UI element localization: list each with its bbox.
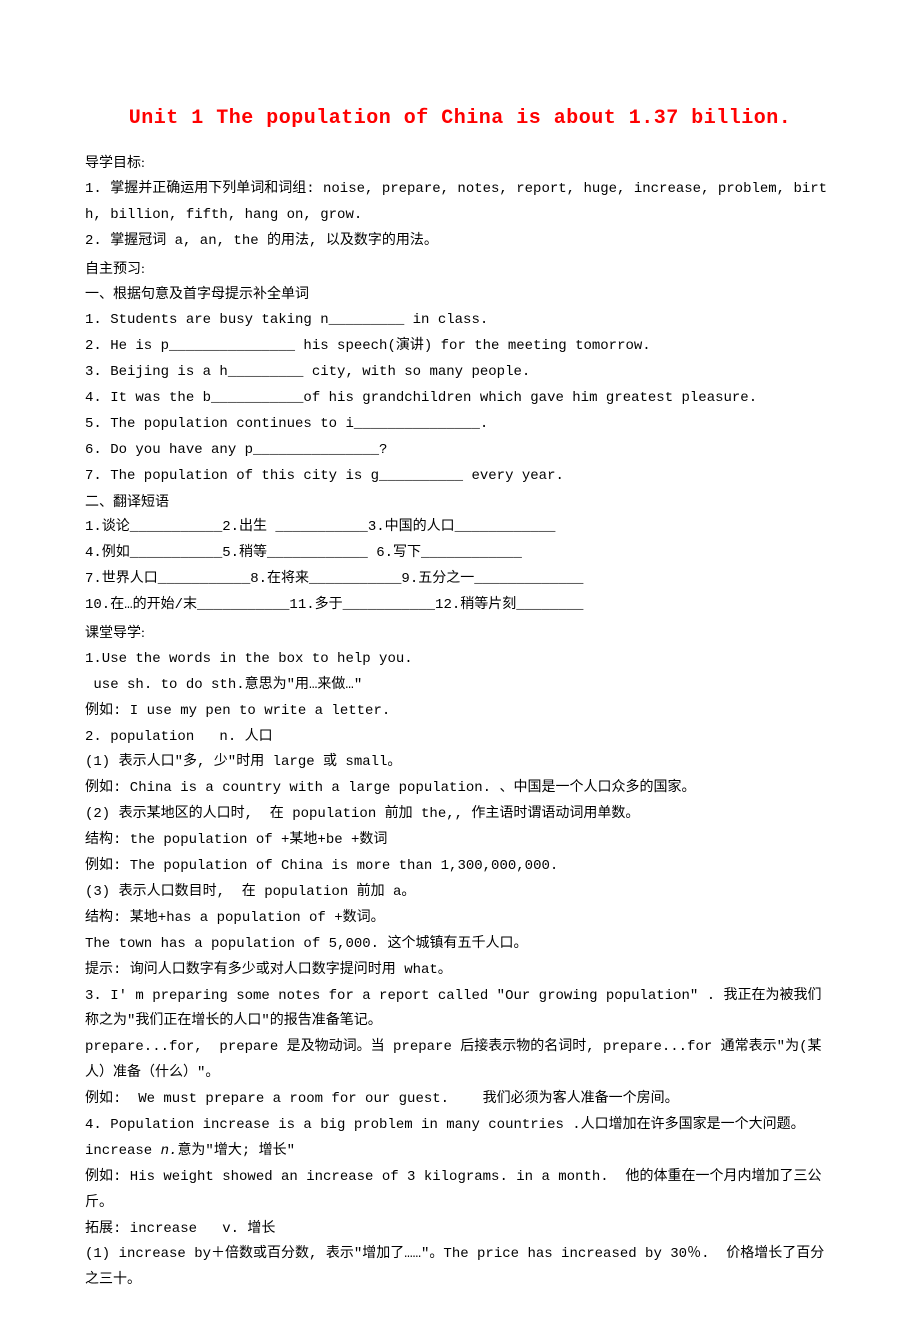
- exercise2-heading: 二、翻译短语: [85, 490, 835, 516]
- guide-2d: (2) 表示某地区的人口时, 在 population 前加 the,, 作主语…: [85, 802, 835, 828]
- ex2-line-4: 10.在…的开始/末___________11.多于___________12.…: [85, 593, 835, 619]
- goals-heading: 导学目标:: [85, 151, 835, 177]
- guide-2g: (3) 表示人口数目时, 在 population 前加 a。: [85, 880, 835, 906]
- preview-heading: 自主预习:: [85, 257, 835, 283]
- guide-4d: 拓展: increase v. 增长: [85, 1217, 835, 1243]
- guide-2c: 例如: China is a country with a large popu…: [85, 776, 835, 802]
- guide-2i: The town has a population of 5,000. 这个城镇…: [85, 932, 835, 958]
- goal-item-1: 1. 掌握并正确运用下列单词和词组: noise, prepare, notes…: [85, 177, 835, 229]
- guide-4c: 例如: His weight showed an increase of 3 k…: [85, 1165, 835, 1217]
- guide-4b-post: 意为"增大; 增长": [177, 1143, 295, 1159]
- guide-3c: 例如: We must prepare a room for our guest…: [85, 1087, 835, 1113]
- guide-2f: 例如: The population of China is more than…: [85, 854, 835, 880]
- goal-item-2: 2. 掌握冠词 a, an, the 的用法, 以及数字的用法。: [85, 229, 835, 255]
- guide-4b-pre: increase: [85, 1143, 161, 1159]
- unit-title: Unit 1 The population of China is about …: [85, 100, 835, 137]
- ex1-item-6: 6. Do you have any p_______________?: [85, 438, 835, 464]
- guide-2h: 结构: 某地+has a population of +数词。: [85, 906, 835, 932]
- ex1-item-7: 7. The population of this city is g_____…: [85, 464, 835, 490]
- guide-2j: 提示: 询问人口数字有多少或对人口数字提问时用 what。: [85, 958, 835, 984]
- guide-4e: (1) increase by＋倍数或百分数, 表示"增加了……"。The pr…: [85, 1242, 835, 1294]
- guide-2b: (1) 表示人口"多, 少"时用 large 或 small。: [85, 750, 835, 776]
- guide-4a: 4. Population increase is a big problem …: [85, 1113, 835, 1139]
- exercise1-heading: 一、根据句意及首字母提示补全单词: [85, 282, 835, 308]
- guide-3a: 3. I' m preparing some notes for a repor…: [85, 984, 835, 1036]
- guide-4b: increase n.意为"增大; 增长": [85, 1139, 835, 1165]
- ex2-line-1: 1.谈论___________2.出生 ___________3.中国的人口__…: [85, 515, 835, 541]
- guide-2e: 结构: the population of +某地+be +数词: [85, 828, 835, 854]
- ex1-item-4: 4. It was the b___________of his grandch…: [85, 386, 835, 412]
- guide-4b-italic: n.: [161, 1143, 178, 1159]
- ex2-line-3: 7.世界人口___________8.在将来___________9.五分之一_…: [85, 567, 835, 593]
- guide-1c: 例如: I use my pen to write a letter.: [85, 699, 835, 725]
- ex1-item-3: 3. Beijing is a h_________ city, with so…: [85, 360, 835, 386]
- ex1-item-1: 1. Students are busy taking n_________ i…: [85, 308, 835, 334]
- ex1-item-2: 2. He is p_______________ his speech(演讲)…: [85, 334, 835, 360]
- ex1-item-5: 5. The population continues to i________…: [85, 412, 835, 438]
- ex2-line-2: 4.例如___________5.稍等____________ 6.写下____…: [85, 541, 835, 567]
- class-guide-heading: 课堂导学:: [85, 621, 835, 647]
- guide-3b: prepare...for, prepare 是及物动词。当 prepare 后…: [85, 1035, 835, 1087]
- guide-1b: use sh. to do sth.意思为"用…来做…": [85, 673, 835, 699]
- guide-2a: 2. population n. 人口: [85, 725, 835, 751]
- guide-1a: 1.Use the words in the box to help you.: [85, 647, 835, 673]
